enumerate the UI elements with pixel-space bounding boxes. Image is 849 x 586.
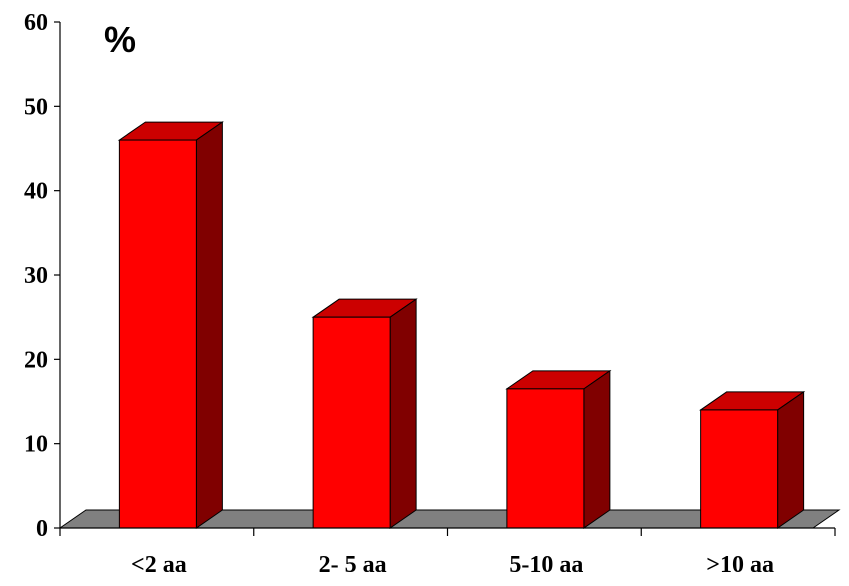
bar-side [195, 121, 223, 529]
bar [505, 369, 612, 529]
y-tick-label: 50 [24, 94, 48, 120]
bar [311, 298, 418, 529]
y-tick-label: 30 [24, 263, 48, 289]
y-axis-label: % [104, 19, 136, 60]
x-axis: <2 aa 2- 5 aa 5-10 aa >10 aa [59, 527, 836, 578]
bar-front [506, 388, 585, 529]
bar-side [389, 298, 417, 529]
bars [117, 121, 806, 529]
x-category-label: 2- 5 aa [319, 552, 387, 578]
bar-side [583, 369, 611, 529]
bar-front [312, 316, 391, 529]
x-category-label: <2 aa [131, 552, 187, 578]
bar-front [118, 139, 197, 529]
bar-front [700, 409, 779, 529]
bar [117, 121, 224, 529]
y-tick-label: 40 [24, 179, 48, 205]
y-axis: 0 10 20 30 40 50 60 [24, 10, 61, 542]
y-tick-label: 10 [24, 432, 48, 458]
bar [699, 390, 806, 529]
y-tick-label: 0 [36, 516, 48, 542]
x-category-label: >10 aa [706, 552, 774, 578]
bar-side [777, 390, 805, 529]
y-tick-label: 20 [24, 347, 48, 373]
y-tick-label: 60 [24, 10, 48, 36]
x-category-label: 5-10 aa [509, 552, 583, 578]
